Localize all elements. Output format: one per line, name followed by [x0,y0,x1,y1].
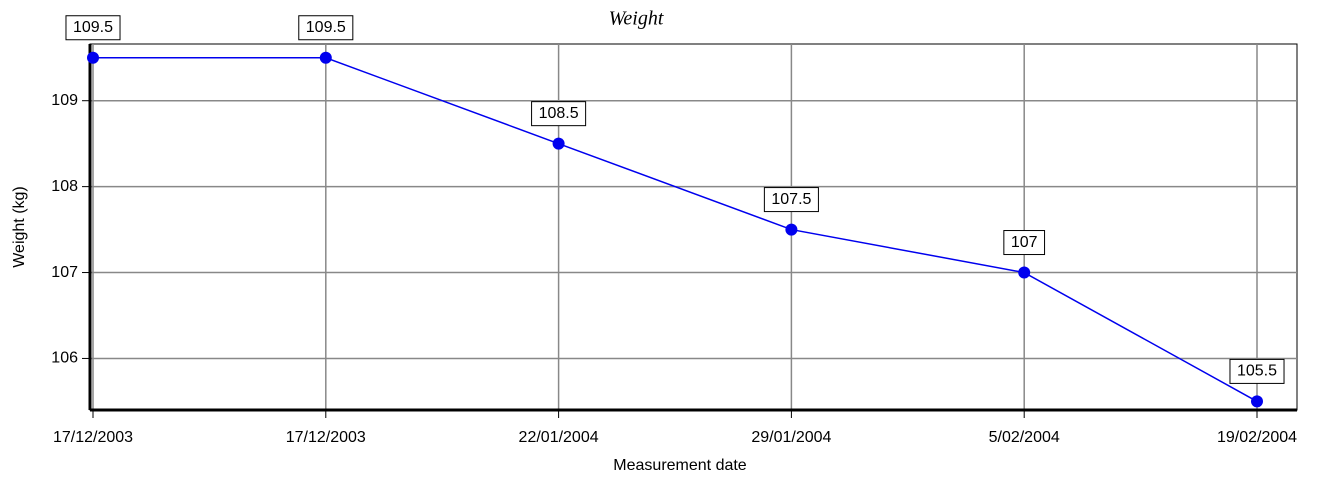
data-label: 105.5 [1237,363,1277,380]
data-label-box [65,15,121,41]
data-label: 109.5 [306,19,346,36]
data-label-box [1229,358,1285,384]
y-tick-label: 106 [51,350,78,367]
data-point [319,51,332,64]
x-tick-label: 29/01/2004 [751,429,831,446]
x-tick-label: 17/12/2003 [286,429,366,446]
data-point [552,137,565,150]
data-label-box [298,15,354,41]
x-tick-label: 5/02/2004 [989,429,1060,446]
y-tick-label: 108 [51,178,78,195]
data-point [785,223,798,236]
data-point [1251,395,1263,408]
plot-area [89,43,1298,411]
data-label: 109.5 [73,19,113,36]
x-tick-label: 17/12/2003 [53,429,133,446]
data-label-box [1003,230,1046,256]
data-label: 107.5 [771,191,811,208]
data-point [87,51,99,64]
chart-title: Weight [609,8,664,30]
x-tick-label: 19/02/2004 [1217,429,1297,446]
data-label-box [531,101,587,127]
series-line [93,56,1258,403]
data-label: 108.5 [539,105,579,122]
y-axis-label: Weight (kg) [11,186,28,268]
data-point [1018,266,1031,279]
y-tick-label: 109 [51,92,78,109]
data-label-box [763,187,819,213]
x-tick-label: 22/01/2004 [519,429,599,446]
x-axis-label: Measurement date [613,457,747,474]
data-label: 107 [1011,234,1038,251]
y-tick-label: 107 [51,264,78,281]
